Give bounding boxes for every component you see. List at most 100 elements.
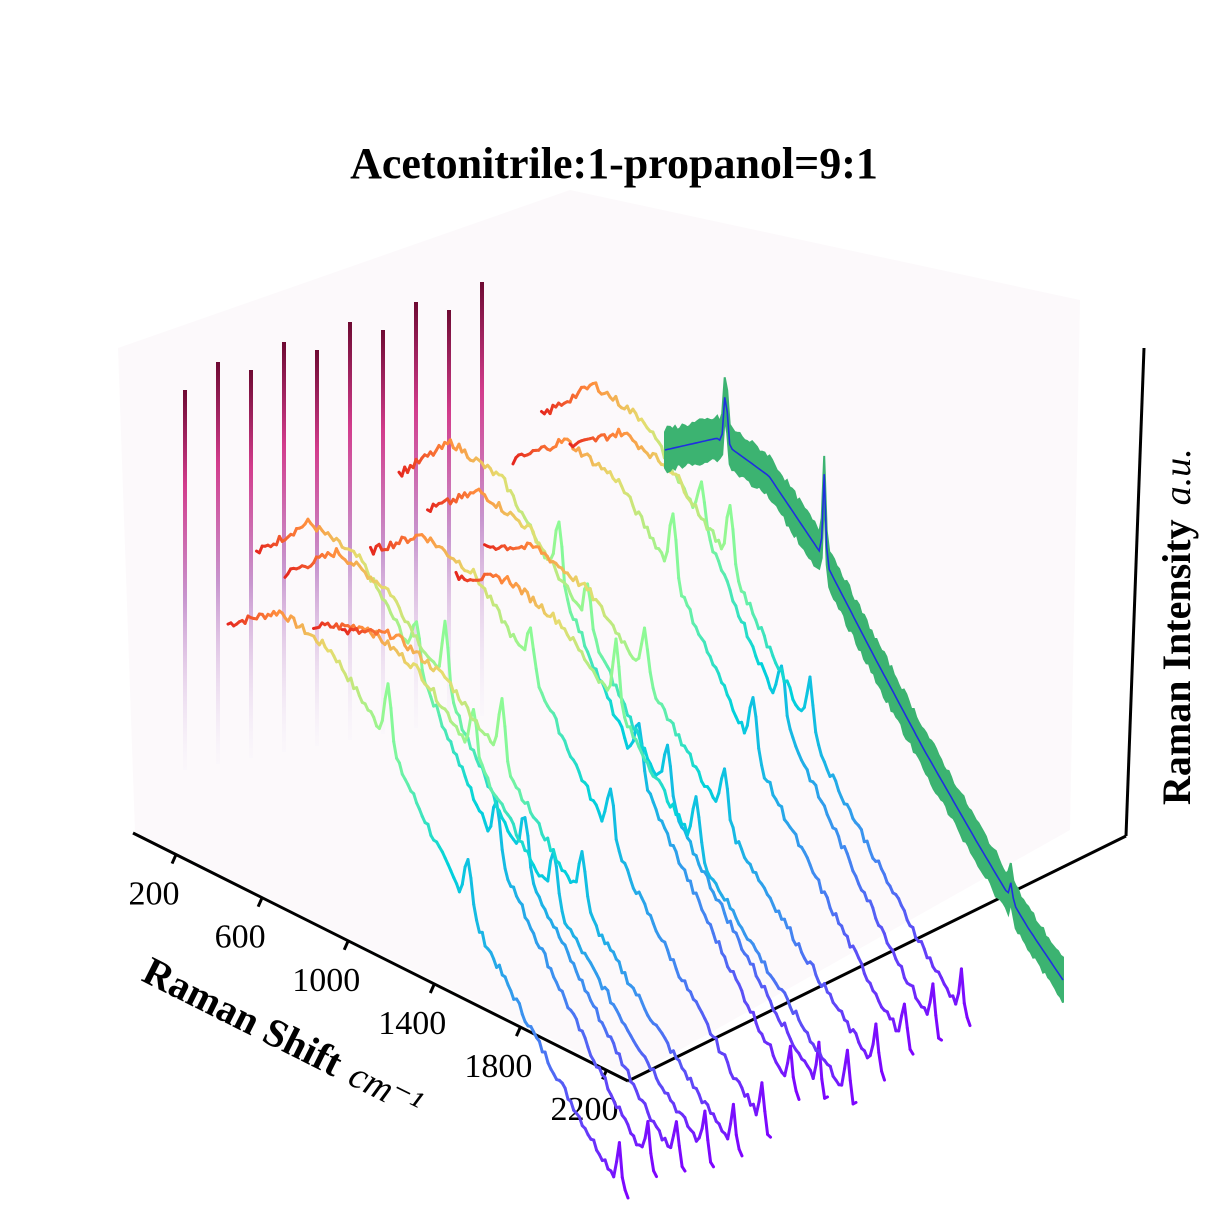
spectrum-6-segment-105 <box>697 899 704 912</box>
spectrum-0 <box>226 609 630 1200</box>
x-axis-line <box>132 831 629 1083</box>
z-axis-unit: a.u. <box>1157 448 1199 505</box>
spectrum-11-segment-108 <box>848 860 855 873</box>
svg-text:Raman Intensity a.u.: Raman Intensity a.u. <box>1154 448 1199 805</box>
spectrum-12-segment-104 <box>865 839 872 853</box>
spectrum-1-segment-93 <box>520 903 527 919</box>
spectrum-9-segment-59 <box>651 686 658 700</box>
spectrum-11-segment-137 <box>931 982 938 1017</box>
spectrum-4-segment-135 <box>726 1122 733 1141</box>
spectrum-9-segment-68 <box>677 733 684 747</box>
x-axis-ticks <box>170 853 608 1080</box>
mean-spectrum-projection <box>664 377 1064 1004</box>
spectrum-12-segment-44 <box>694 503 701 517</box>
spectrum-8-segment-56 <box>614 637 621 669</box>
spectrum-5-segment-84 <box>609 787 615 808</box>
spectrum-5-segment-86 <box>614 837 621 853</box>
spectrum-7-segment-106 <box>728 919 735 933</box>
spectrum-6-segment-69 <box>594 667 601 681</box>
spectrum-5-segment-91 <box>629 878 635 890</box>
x-tick-label-2: 1000 <box>292 962 360 999</box>
spectrum-1-segment-132 <box>632 1134 638 1147</box>
spectrum-3-segment-86 <box>557 891 564 913</box>
spectrum-2-segment-109 <box>594 1007 601 1022</box>
spectrum-10 <box>511 437 915 1056</box>
spectrum-4-segment-85 <box>583 870 590 898</box>
spectrum-0-segment-120 <box>569 1099 576 1112</box>
spectrum-5-segment-76 <box>586 784 592 801</box>
spectrum-2-segment-59 <box>452 701 458 714</box>
mean-spectrum-line <box>664 397 1064 981</box>
spectrum-7-segment-109 <box>737 938 744 951</box>
spectrum-5-segment-65 <box>554 717 561 735</box>
spectrum-2-segment-46 <box>414 634 421 647</box>
spectrum-5-segment-139 <box>766 1132 772 1139</box>
spectrum-9-segment-82 <box>717 777 724 795</box>
spectrum-1-segment-63 <box>435 703 441 718</box>
spectrum-11-segment-66 <box>728 588 735 603</box>
spectrum-5-segment-56 <box>529 626 535 651</box>
spectrum-4-segment-38 <box>449 681 455 694</box>
spectrum-0-segment-51 <box>372 715 379 728</box>
spectrum-11-segment-99 <box>822 804 829 816</box>
spectrum-3-segment-42 <box>432 686 438 703</box>
spectrum-6-segment-90 <box>654 808 661 821</box>
spectrum-10-segment-84 <box>751 696 758 719</box>
spectrum-1-segment-79 <box>480 811 487 825</box>
spectrum-10-segment-117 <box>845 934 852 949</box>
spectrum-1-segment-122 <box>603 1076 610 1091</box>
spectrum-8-segment-87 <box>703 861 709 874</box>
spectrum-2-segment-115 <box>612 1041 618 1055</box>
spectrum-6-segment-137 <box>788 1044 795 1079</box>
mean-spectrum-band <box>664 377 1064 1004</box>
spectrum-10-segment-107 <box>817 878 824 894</box>
spectrum-11-segment-54 <box>694 489 701 504</box>
spectrum-10-segment-56 <box>671 512 678 542</box>
spectrum-10-segment-74 <box>722 684 729 697</box>
spectrum-2 <box>283 547 687 1173</box>
spectrum-0-segment-60 <box>397 761 404 776</box>
spectrum-7-segment-58 <box>591 627 598 642</box>
spectrum-2-segment-137 <box>674 1120 681 1148</box>
spectrum-8-segment-61 <box>628 725 635 739</box>
spectrum-4-segment-137 <box>731 1102 738 1137</box>
spectrum-2-segment-73 <box>492 793 498 809</box>
spectrum-5-segment-90 <box>626 868 632 882</box>
spectrum-10-segment-58 <box>677 576 684 598</box>
spectrum-5-segment-118 <box>706 1022 712 1036</box>
spectrum-12-segment-139 <box>965 1015 972 1028</box>
sharp-peak-2 <box>249 370 253 758</box>
chart-title: Acetonitrile:1-propanol=9:1 <box>350 139 878 188</box>
spectrum-8-segment-138 <box>848 1079 855 1106</box>
spectrum-9-segment-54 <box>637 642 644 660</box>
spectrum-7-segment-104 <box>723 911 729 924</box>
spectrum-1 <box>255 517 658 1179</box>
spectrum-5-segment-87 <box>617 849 624 863</box>
spectrum-3-segment-135 <box>697 1127 704 1140</box>
spectrum-0-segment-89 <box>480 930 487 948</box>
x-axis-unit: cm⁻¹ <box>342 1054 429 1125</box>
spectrum-10-segment-47 <box>645 525 652 539</box>
x-tick-label-0: 200 <box>129 876 180 913</box>
spectrum-1-segment-112 <box>575 1017 581 1032</box>
spectrum-4-segment-138 <box>734 1133 741 1151</box>
spectrum-12-segment-120 <box>911 926 918 940</box>
x-axis-tick-labels: 200 600 1000 1400 1800 2200 <box>129 876 619 1129</box>
spectrum-12-segment-39 <box>679 481 686 494</box>
spectrum-2-segment-44 <box>409 625 416 638</box>
spectrum-7-segment-94 <box>694 854 701 866</box>
spectrum-11-segment-107 <box>845 851 852 864</box>
spectrum-1-segment-85 <box>497 819 504 852</box>
spectrum-1-segment-139 <box>652 1169 658 1179</box>
spectrum-1-segment-72 <box>460 765 467 778</box>
spectrum-0-segment-111 <box>543 1050 550 1065</box>
spectrum-10-segment-53 <box>662 550 669 563</box>
spectrum-9-segment-58 <box>648 670 655 690</box>
spectrum-10-segment-87 <box>760 763 766 780</box>
x-tick-label-5: 2200 <box>550 1091 618 1128</box>
spectrum-7-segment-86 <box>671 794 678 812</box>
spectrum-6-segment-79 <box>623 736 630 750</box>
spectrum-12-segment-63 <box>748 601 755 616</box>
spectrum-2-segment-131 <box>657 1129 664 1142</box>
spectrum-1-segment-116 <box>586 1045 593 1058</box>
